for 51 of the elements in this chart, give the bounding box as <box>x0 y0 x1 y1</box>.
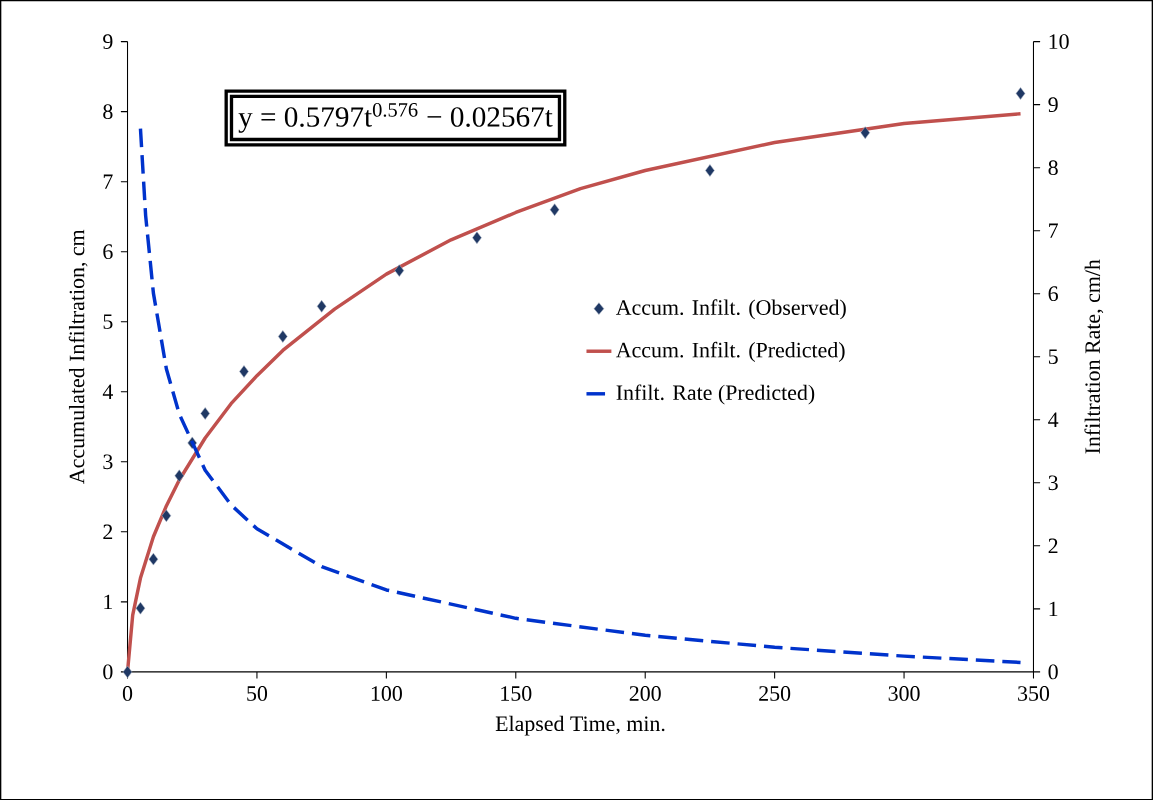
point <box>148 552 159 566</box>
legend-label: Accum. Infilt. (Observed) <box>615 299 846 320</box>
y-tick-label: 7 <box>103 174 113 189</box>
y2-tick-label: 0 <box>1048 664 1058 680</box>
x-tick-label: 100 <box>371 685 402 701</box>
y-tick-label: 1 <box>104 594 113 609</box>
point <box>122 665 133 678</box>
point <box>394 264 405 277</box>
y2-tick-label: 9 <box>1048 97 1058 112</box>
y2-axis-title: Infiltration Rate, cm/h <box>1084 259 1104 454</box>
y-tick-label: 0 <box>103 664 113 680</box>
y-tick-label: 2 <box>103 524 113 539</box>
y2-tick-label: 3 <box>1048 475 1058 490</box>
point <box>1015 87 1026 100</box>
point <box>860 126 870 139</box>
point <box>472 231 482 244</box>
y2-tick-label: 5 <box>1048 349 1058 364</box>
y2-tick-label: 4 <box>1048 412 1059 427</box>
point <box>549 203 560 216</box>
y2-tick-label: 6 <box>1048 286 1058 301</box>
y-tick-label: 5 <box>103 314 113 329</box>
y2-tick-label: 2 <box>1048 538 1058 553</box>
x-tick-label: 50 <box>247 685 268 701</box>
x-tick-label: 200 <box>629 685 661 701</box>
point <box>174 469 185 482</box>
x-axis-title: Elapsed Time, min. <box>495 715 665 736</box>
legend-label: Infilt. Rate (Predicted) <box>616 384 815 405</box>
x-tick-label: 150 <box>501 685 532 701</box>
point <box>316 299 327 313</box>
legend-label: Accum. Infilt. (Predicted) <box>615 341 845 362</box>
point <box>135 601 146 615</box>
y2-tick-label: 8 <box>1048 160 1058 175</box>
y-tick-label: 8 <box>103 104 113 119</box>
y-tick-label: 4 <box>102 384 113 399</box>
y-tick-label: 3 <box>103 454 113 469</box>
x-tick-label: 300 <box>888 685 920 701</box>
point <box>200 407 210 420</box>
x-tick-label: 0 <box>122 685 133 701</box>
y2-tick-label: 10 <box>1049 34 1069 49</box>
point <box>161 509 172 522</box>
y-tick-label: 6 <box>103 244 113 259</box>
point <box>239 365 249 378</box>
annotation: y = 0.5797t$^{0.576}$ − 0.02567t <box>238 102 553 133</box>
point <box>705 164 715 177</box>
y2-tick-label: 7 <box>1049 223 1058 238</box>
y2-tick-label: 1 <box>1049 601 1058 616</box>
point <box>278 330 288 343</box>
x-tick-label: 250 <box>759 685 791 701</box>
y-axis-title: Accumulated Infiltration, cm <box>68 229 88 484</box>
x-tick-label: 350 <box>1018 685 1050 701</box>
y-tick-label: 9 <box>103 34 113 49</box>
